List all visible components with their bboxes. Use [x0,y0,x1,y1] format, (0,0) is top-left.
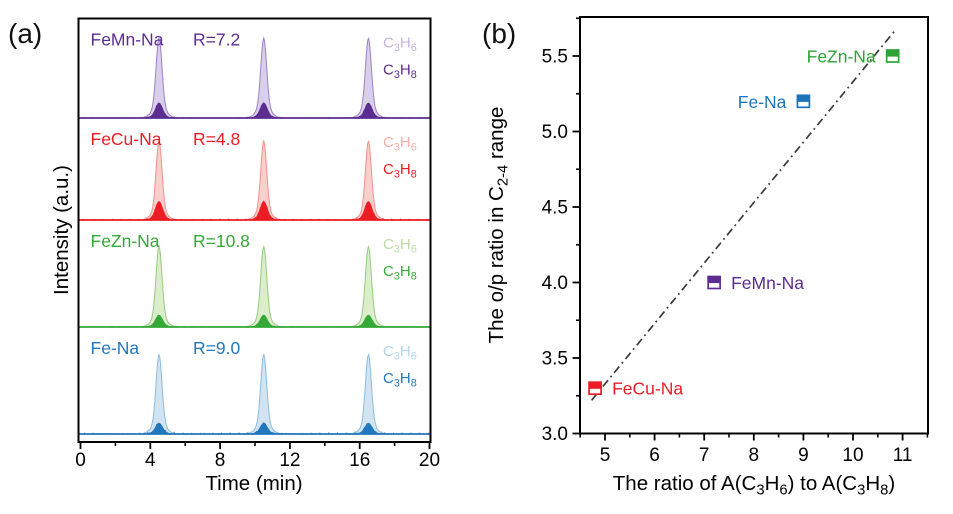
olefin-label-FeMn-Na: C3H6 [383,35,417,54]
y-tick-label: 4.5 [542,198,568,219]
x-tick-label: 12 [279,450,300,471]
point-label-FeCu-Na: FeCu-Na [612,379,683,399]
x-axis: 5 6 7 8 9 10 11 [579,433,929,466]
x-tick-label: 7 [699,445,710,466]
trace-label-FeZn-Na: FeZn-Na [91,231,160,251]
olefin-label-FeZn-Na: C3H6 [383,236,417,255]
y-tick-label: 5.0 [542,122,568,143]
x-tick-label: 8 [215,450,226,471]
x-tick-label: 11 [893,445,913,466]
paraffin-label-FeZn-Na: C3H8 [383,263,417,282]
x-axis-label: Time (min) [205,472,302,495]
trace-r-label-FeZn-Na: R=10.8 [193,231,250,251]
trace-label-Fe-Na: Fe-Na [91,338,140,358]
olefin-label-FeCu-Na: C3H6 [383,134,417,153]
x-axis-label: The ratio of A(C3H6) to A(C3H8) [613,472,895,499]
olefin-peaks-FeMn-Na [78,36,430,119]
x-tick-label: 9 [798,445,809,466]
olefin-peaks-FeCu-Na [78,139,430,221]
y-tick-label: 3.0 [542,424,568,445]
data-point-FeCu-Na: FeCu-Na [588,379,683,399]
trace-label-FeMn-Na: FeMn-Na [91,30,164,50]
x-tick-label: 5 [600,445,611,466]
data-point-Fe-Na: Fe-Na [738,92,811,112]
panel-a-label: (a) [8,18,43,49]
trace-FeCu-Na: FeCu-Na R=4.8 C3H6 C3H8 [78,129,430,221]
trace-r-label-FeCu-Na: R=4.8 [193,129,240,149]
x-tick-label: 10 [842,445,863,466]
y-tick-label: 4.0 [542,273,568,294]
trace-r-label-Fe-Na: R=9.0 [193,338,240,358]
trace-Fe-Na: Fe-Na R=9.0 C3H6 C3H8 [78,338,430,435]
trace-FeMn-Na: FeMn-Na R=7.2 C3H6 C3H8 [78,30,430,119]
olefin-label-Fe-Na: C3H6 [383,343,417,362]
y-tick-label: 3.5 [542,349,568,370]
paraffin-label-Fe-Na: C3H8 [383,370,417,389]
marker-fill-FeMn-Na [708,276,721,284]
data-point-FeZn-Na: FeZn-Na [807,47,900,67]
x-tick-label: 0 [75,450,86,471]
trace-FeZn-Na: FeZn-Na R=10.8 C3H6 C3H8 [78,231,430,328]
x-tick-label: 16 [349,450,370,471]
data-point-FeMn-Na: FeMn-Na [707,273,804,293]
x-tick-label: 8 [749,445,760,466]
olefin-peaks-FeZn-Na [78,245,430,328]
trace-r-label-FeMn-Na: R=7.2 [193,30,240,50]
point-label-Fe-Na: Fe-Na [738,92,787,112]
paraffin-label-FeMn-Na: C3H8 [383,62,417,81]
y-axis: 3.0 3.5 4.0 4.5 5.0 5.5 [542,17,580,445]
paraffin-label-FeCu-Na: C3H8 [383,161,417,180]
x-tick-label: 4 [145,450,156,471]
panel-b-chart: 5 6 7 8 9 10 11 3.0 3.5 4.0 4.5 5.0 5.5 FeCu-Na FeMn-N… [485,16,929,499]
x-tick-label: 6 [649,445,660,466]
marker-fill-FeZn-Na [886,50,899,57]
y-tick-label: 5.5 [542,47,568,68]
olefin-peaks-Fe-Na [78,353,430,435]
trace-label-FeCu-Na: FeCu-Na [91,129,162,149]
y-axis-label: The o/p ratio in C2-4 range [485,107,512,344]
marker-fill-FeCu-Na [589,382,602,389]
panel-a-chart: FeMn-Na R=7.2 C3H6 C3H8 FeCu-Na R=4.8 C3H6 C3H8… [50,17,440,495]
x-axis: 0 4 8 12 16 20 [75,442,440,471]
panel-b-label: (b) [482,18,517,49]
x-tick-label: 20 [419,450,440,471]
y-axis-label: Intensity (a.u.) [50,165,73,295]
marker-fill-Fe-Na [797,95,810,102]
point-label-FeMn-Na: FeMn-Na [731,273,804,293]
trend-line [590,29,896,401]
point-label-FeZn-Na: FeZn-Na [807,47,876,67]
plot-frame [579,16,929,435]
